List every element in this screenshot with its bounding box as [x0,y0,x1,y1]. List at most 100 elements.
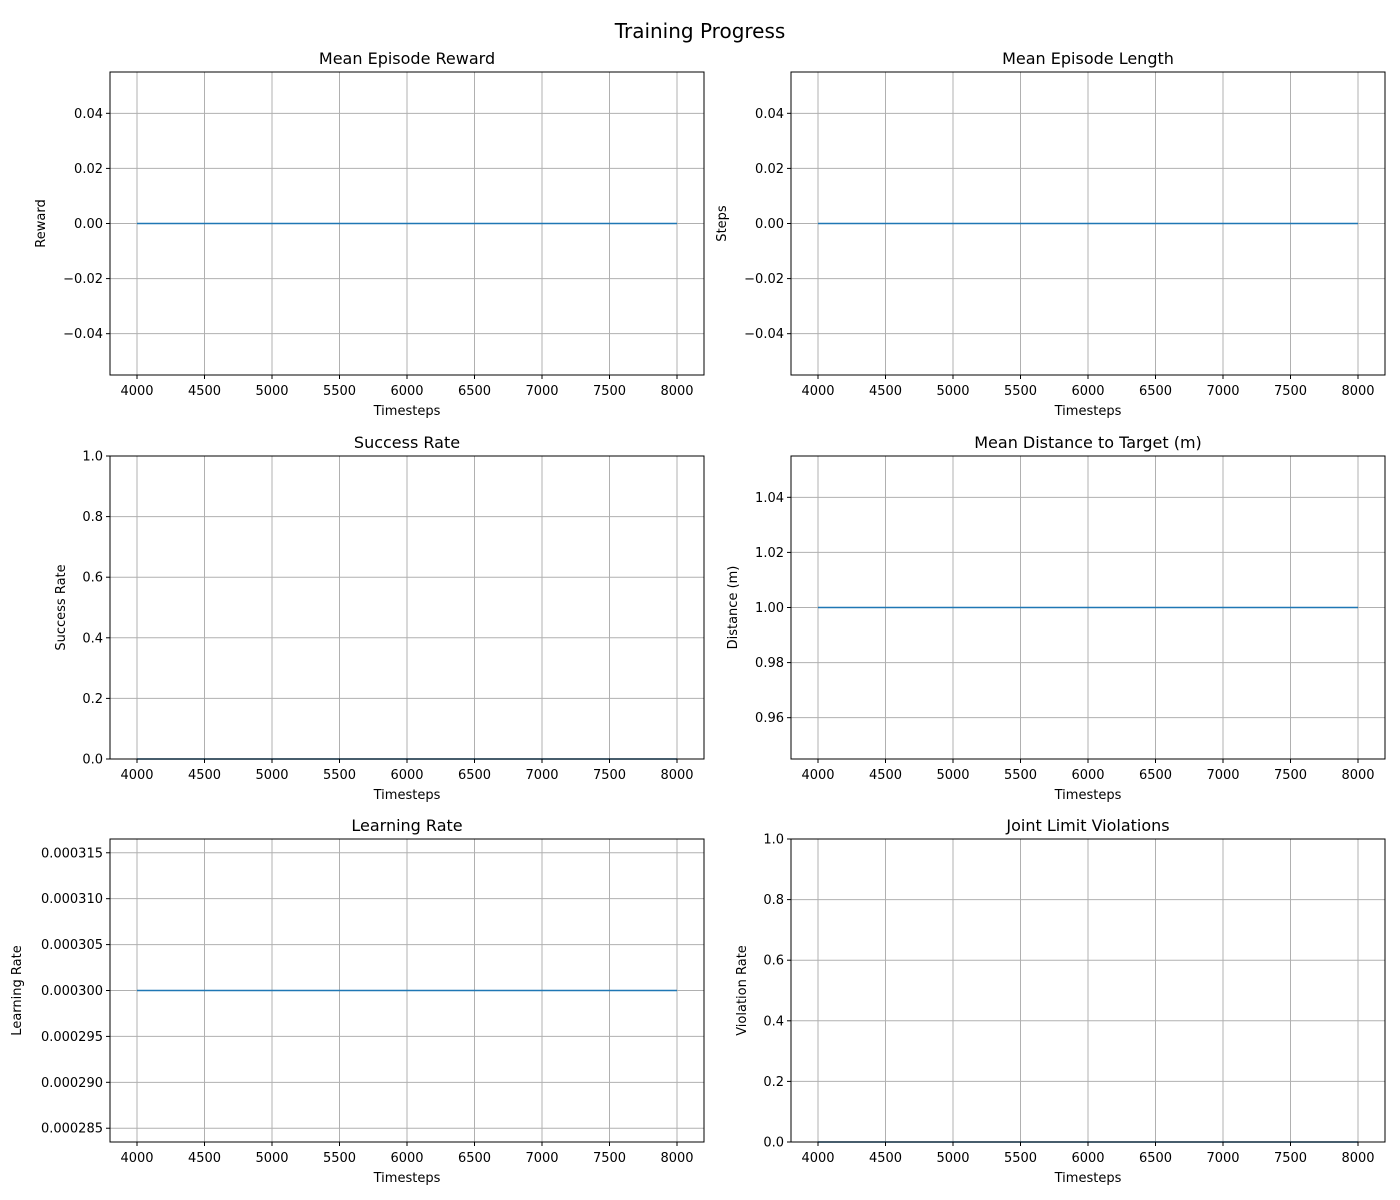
y-tick-label: 0.4 [82,631,103,646]
x-tick-label: 4000 [801,384,834,399]
x-tick-label: 5500 [323,384,356,399]
x-tick-label: 4000 [120,1151,153,1166]
x-tick-label: 6000 [390,384,423,399]
x-tick-label: 8000 [1341,768,1374,783]
x-axis-label: Timesteps [373,1171,441,1186]
y-tick-label: 1.00 [755,601,784,616]
x-tick-label: 7500 [1274,1151,1307,1166]
x-tick-label: 4000 [120,384,153,399]
y-tick-label: 0.2 [763,1075,784,1090]
y-tick-label: 0.000300 [41,984,103,999]
y-tick-label: 0.2 [82,692,103,707]
y-axis-label: Violation Rate [735,945,750,1036]
y-tick-label: 0.04 [74,107,103,122]
y-tick-label: 0.6 [82,571,103,586]
x-tick-label: 4500 [188,768,221,783]
x-tick-label: 7000 [525,384,558,399]
x-tick-label: 8000 [1341,384,1374,399]
x-tick-label: 5000 [255,768,288,783]
y-tick-label: 0.0 [82,753,103,768]
x-tick-label: 5000 [255,384,288,399]
y-axis-label: Learning Rate [10,945,25,1035]
subplot-4: 4000 4500 5000 5500 6000 6500 7000 7500 8000 0.96… [726,433,1386,803]
x-axis-label: Timesteps [373,404,441,419]
y-tick-label: 0.02 [74,162,103,177]
subplot-1: 4000 4500 5000 5500 6000 6500 7000 7500 8000 −0.0… [34,49,705,419]
subplot-5: 4000 4500 5000 5500 6000 6500 7000 7500 8000 0.00… [10,816,705,1186]
y-tick-label: 0.000305 [41,938,103,953]
figure-title: Training Progress [614,19,786,43]
x-axis-label: Timesteps [1054,404,1122,419]
y-tick-label: 0.98 [755,656,784,671]
y-tick-label: 0.000285 [41,1122,103,1137]
x-tick-label: 4000 [120,768,153,783]
x-tick-label: 8000 [660,1151,693,1166]
x-tick-label: 7000 [1206,384,1239,399]
y-tick-label: 0.4 [763,1014,784,1029]
x-tick-label: 5000 [255,1151,288,1166]
x-tick-label: 5500 [1004,384,1037,399]
y-axis-label: Success Rate [54,564,69,650]
y-tick-label: 0.000310 [41,892,103,907]
y-tick-label: 0.8 [82,510,103,525]
x-tick-label: 5500 [1004,1151,1037,1166]
x-tick-label: 8000 [660,768,693,783]
subplot-3: 4000 4500 5000 5500 6000 6500 7000 7500 8000 0.0 0… [54,433,705,803]
y-tick-label: 1.0 [763,833,784,848]
x-tick-label: 8000 [660,384,693,399]
y-axis-label: Steps [715,205,730,242]
y-tick-label: −0.02 [63,272,103,287]
x-axis-label: Timesteps [1054,788,1122,803]
x-tick-label: 6000 [390,768,423,783]
y-tick-label: 0.000315 [41,846,103,861]
x-tick-label: 5000 [936,768,969,783]
x-tick-label: 6000 [1071,768,1104,783]
subplot-title: Learning Rate [351,816,462,835]
y-tick-label: 1.0 [82,450,103,465]
x-axis-label: Timesteps [1054,1171,1122,1186]
y-tick-label: 0.00 [755,217,784,232]
x-tick-label: 4500 [869,1151,902,1166]
x-tick-label: 4500 [869,768,902,783]
x-tick-label: 6000 [390,1151,423,1166]
x-tick-label: 6500 [458,384,491,399]
x-tick-label: 6000 [1071,1151,1104,1166]
x-tick-label: 5000 [936,1151,969,1166]
x-tick-label: 6500 [458,1151,491,1166]
x-tick-label: 6500 [458,768,491,783]
y-tick-label: 0.04 [755,107,784,122]
subplot-6: 4000 4500 5000 5500 6000 6500 7000 7500 8000 0.0 0… [735,816,1386,1186]
y-tick-label: 1.04 [755,491,784,506]
x-tick-label: 7000 [1206,768,1239,783]
x-tick-label: 7000 [525,1151,558,1166]
y-tick-label: 0.6 [763,954,784,969]
x-tick-label: 6500 [1139,1151,1172,1166]
y-axis-label: Reward [34,199,49,247]
x-tick-label: 5500 [1004,768,1037,783]
y-tick-label: 0.0 [763,1136,784,1151]
x-tick-label: 6500 [1139,384,1172,399]
x-tick-label: 7500 [593,768,626,783]
y-tick-label: 0.000295 [41,1030,103,1045]
y-tick-label: 0.00 [74,217,103,232]
y-tick-label: 0.02 [755,162,784,177]
x-tick-label: 4000 [801,768,834,783]
x-tick-label: 7000 [525,768,558,783]
x-tick-label: 6000 [1071,384,1104,399]
subplot-title: Success Rate [354,433,460,452]
subplot-title: Mean Episode Reward [319,49,495,68]
x-tick-label: 4500 [869,384,902,399]
x-tick-label: 5500 [323,768,356,783]
x-tick-label: 4500 [188,1151,221,1166]
y-tick-label: −0.04 [63,327,103,342]
y-tick-label: 0.8 [763,893,784,908]
y-tick-label: −0.04 [744,327,784,342]
subplot-title: Mean Episode Length [1002,49,1174,68]
x-tick-label: 4000 [801,1151,834,1166]
y-tick-label: 1.02 [755,546,784,561]
x-tick-label: 5500 [323,1151,356,1166]
subplot-title: Mean Distance to Target (m) [974,433,1202,452]
x-tick-label: 6500 [1139,768,1172,783]
x-tick-label: 7000 [1206,1151,1239,1166]
